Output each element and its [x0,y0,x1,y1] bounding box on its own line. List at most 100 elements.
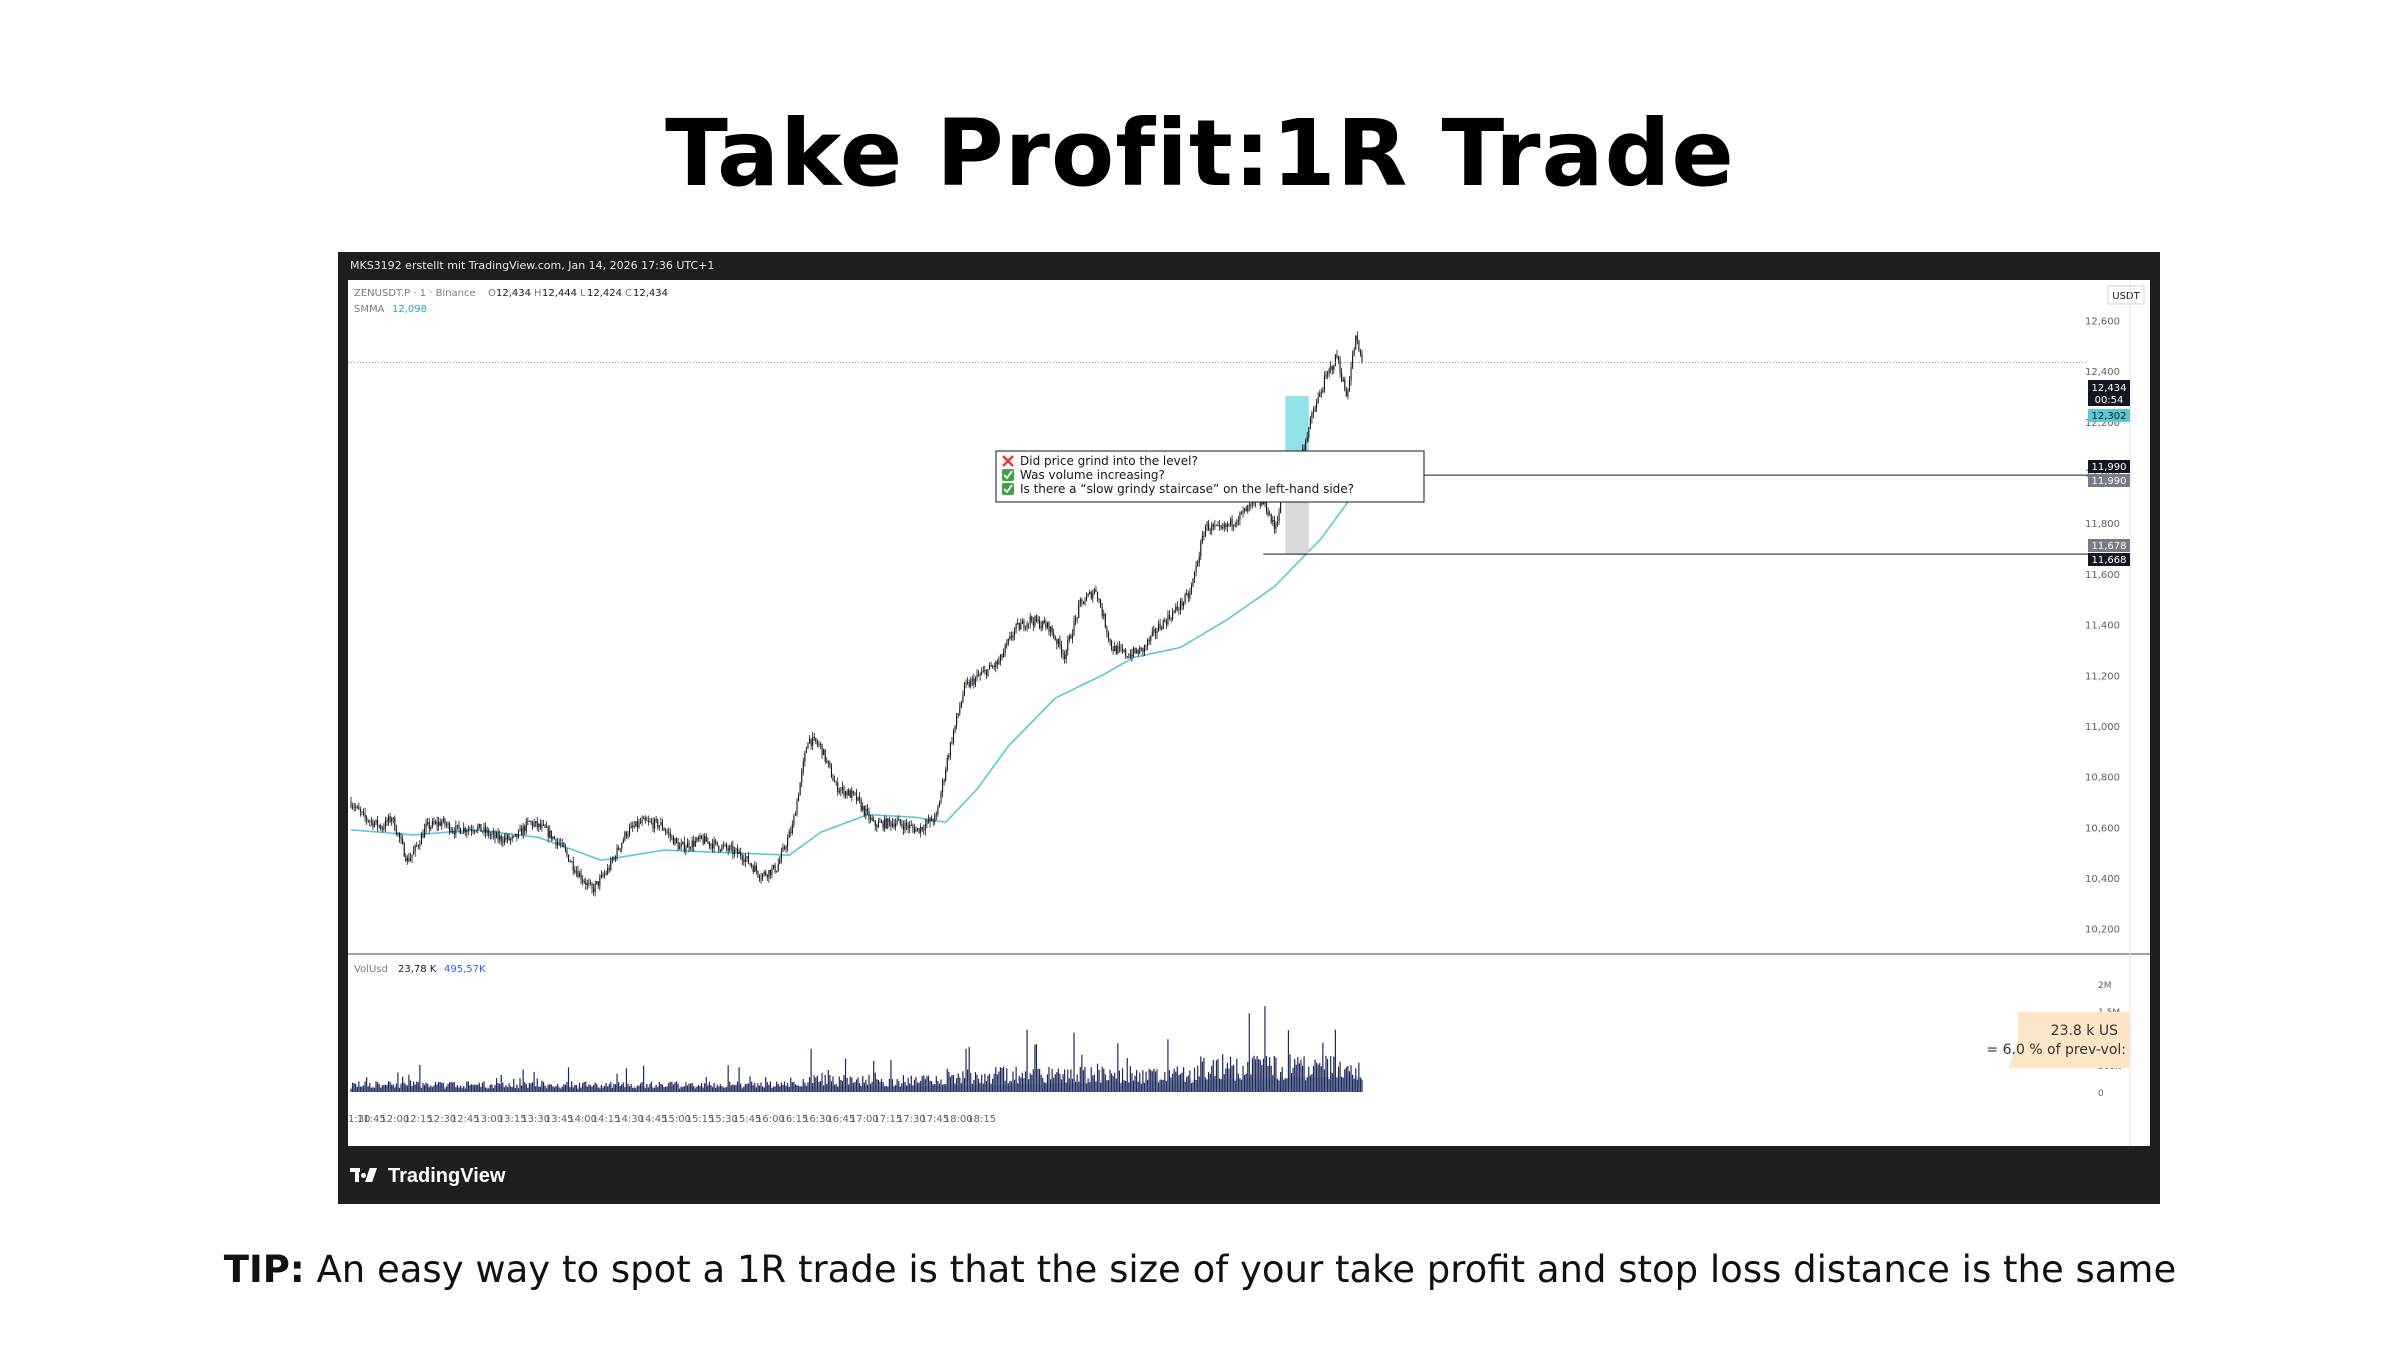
volume-bar [442,1083,444,1092]
svg-text:Did price grind into the level: Did price grind into the level? [1020,454,1198,468]
candle [419,840,421,850]
volume-bar [531,1082,534,1092]
volume-bar [1192,1082,1194,1092]
candle [740,847,742,860]
candle [427,817,429,826]
candle-body [383,828,385,830]
candle [474,830,476,835]
tradingview-logo[interactable]: TradingView [350,1162,505,1190]
candle-body [1053,633,1055,638]
candle [1084,597,1086,606]
candle [970,676,972,689]
candle [1201,530,1203,545]
candle [517,829,520,839]
candle-body [434,821,437,824]
candle-body [747,856,750,864]
candle [1214,520,1216,530]
candle-body [1333,365,1335,370]
candle [758,874,761,883]
candle-body [915,829,917,833]
volume-bar [1211,1066,1213,1092]
candle [746,855,748,863]
volume-bar [644,1088,646,1092]
candle-body [978,674,980,676]
candle [1023,618,1025,632]
volume-bar [591,1086,593,1092]
price-chart[interactable]: ZENUSDT.P · 1 · Binance O 12,434 H 12,44… [342,280,2150,1146]
candle [1226,521,1228,533]
candles-layer[interactable] [350,331,1363,897]
candle-body [632,825,634,828]
candle [1134,647,1136,655]
volume-bar [362,1085,365,1092]
candle [1064,650,1066,664]
volume-bar [855,1079,858,1092]
volume-bar [459,1085,462,1092]
volume-bar [445,1086,448,1092]
volume-bar [370,1087,372,1092]
candle-body [1111,641,1113,650]
candle-body [1100,599,1102,608]
volume-bar [1032,1069,1034,1092]
candle [528,820,530,823]
candle-body [485,827,487,834]
volume-bar [1350,1065,1352,1092]
open-value: 12,434 [496,288,531,299]
time-tick-label: 12:30 [427,1114,456,1125]
candle-body [470,829,473,831]
candle-body [1220,525,1222,528]
candle-body [837,782,839,793]
candle [1192,577,1194,588]
volume-bar [394,1087,396,1092]
candle [727,845,729,856]
candle [1183,601,1185,610]
candle-body [491,834,493,835]
candle-body [600,874,602,878]
candle-body [760,878,762,880]
checklist-note[interactable]: Did price grind into the level? Was volu… [995,450,1425,503]
currency-button[interactable] [2107,285,2145,305]
volume-bar [1112,1075,1114,1092]
candle [1139,645,1141,654]
candle [943,778,945,786]
candle [1333,364,1335,374]
candle-body [1056,639,1058,645]
candle [593,883,595,896]
candle [629,823,631,838]
candle-body [727,848,729,851]
candle-body [1018,623,1020,630]
candle-body [618,847,620,850]
volume-bar [1280,1071,1282,1092]
volume-bar [411,1085,413,1092]
chart-area[interactable]: ZENUSDT.P · 1 · Binance O 12,434 H 12,44… [342,280,2150,1146]
candle [938,800,940,808]
time-axis[interactable]: 11:3011:4512:0012:1512:3012:4513:0013:15… [342,1114,997,1125]
candle [1353,346,1355,357]
volume-bar [1233,1064,1235,1092]
candle [438,817,440,831]
volume-bar [741,1088,743,1092]
candle [765,869,767,877]
volume-bar [971,1083,973,1092]
candle-body [602,874,604,876]
candle-body [391,818,393,822]
candle [597,881,599,889]
candle [880,819,883,824]
candle-body [866,808,868,812]
candle-body [738,851,740,854]
candle-body [804,752,806,762]
candle-body [1176,606,1178,610]
candle-body [851,790,853,798]
volume-bar [1348,1071,1351,1092]
volume-bars[interactable] [350,1006,1363,1092]
candle-body [641,819,643,823]
candle [445,821,448,828]
volume-bar [514,1088,516,1092]
candle-body [1348,380,1351,391]
tradingview-frame: MKS3192 erstellt mit TradingView.com, Ja… [338,252,2160,1204]
candle-body [1212,524,1214,527]
candle-body [413,851,415,855]
volume-bar [873,1060,875,1092]
candle-body [1265,498,1268,512]
candle [813,732,815,742]
